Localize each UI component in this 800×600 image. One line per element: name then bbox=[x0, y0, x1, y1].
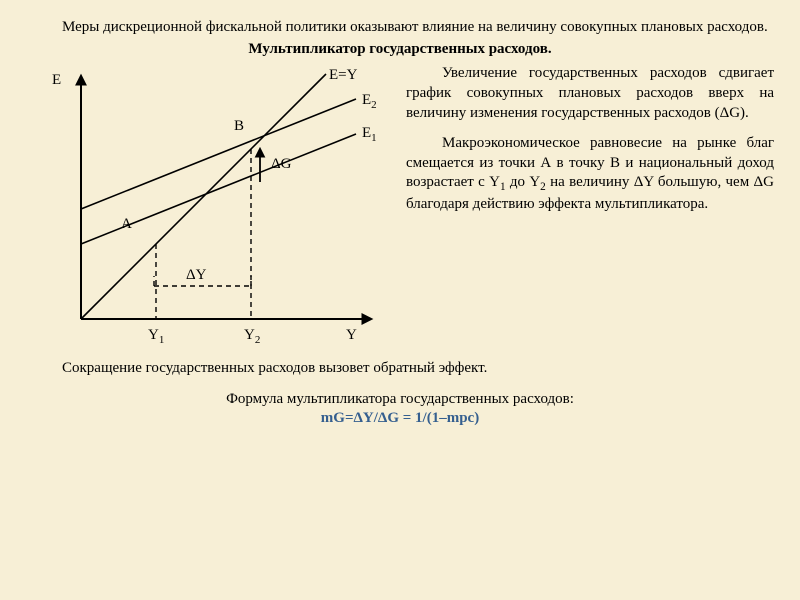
intro-text: Меры дискреционной фискальной политики о… bbox=[26, 18, 774, 37]
after-text-2: Формула мультипликатора государственных … bbox=[26, 391, 774, 408]
chart-label-E_eq_Y: E=Y bbox=[329, 67, 358, 83]
chart-label-E2: E2 bbox=[362, 92, 377, 111]
chart-label-E1: E1 bbox=[362, 125, 377, 144]
after-text-1: Сокращение государственных расходов вызо… bbox=[26, 360, 774, 377]
formula: mG=ΔY/ΔG = 1/(1–mpc) bbox=[26, 410, 774, 427]
chart-label-dG: ΔG bbox=[271, 156, 292, 172]
subtitle: Мультипликатор государственных расходов. bbox=[26, 41, 774, 58]
chart-label-E: E bbox=[52, 72, 61, 88]
chart-label-Y: Y bbox=[346, 327, 357, 343]
paragraph-2: Макроэкономическое равновесие на рынке б… bbox=[406, 134, 774, 216]
chart: E Y E=Y E1 E2 A B ΔG ΔY Y1 Y2 bbox=[26, 64, 396, 354]
line-E2 bbox=[81, 99, 356, 209]
chart-label-dY: ΔY bbox=[186, 267, 207, 283]
chart-label-Y2: Y2 bbox=[244, 327, 260, 346]
chart-label-Y1: Y1 bbox=[148, 327, 164, 346]
chart-label-A: A bbox=[121, 216, 132, 232]
chart-svg: E Y E=Y E1 E2 A B ΔG ΔY Y1 Y2 bbox=[26, 64, 396, 354]
chart-label-B: B bbox=[234, 118, 244, 134]
paragraph-1: Увеличение государственных расходов сдви… bbox=[406, 64, 774, 124]
